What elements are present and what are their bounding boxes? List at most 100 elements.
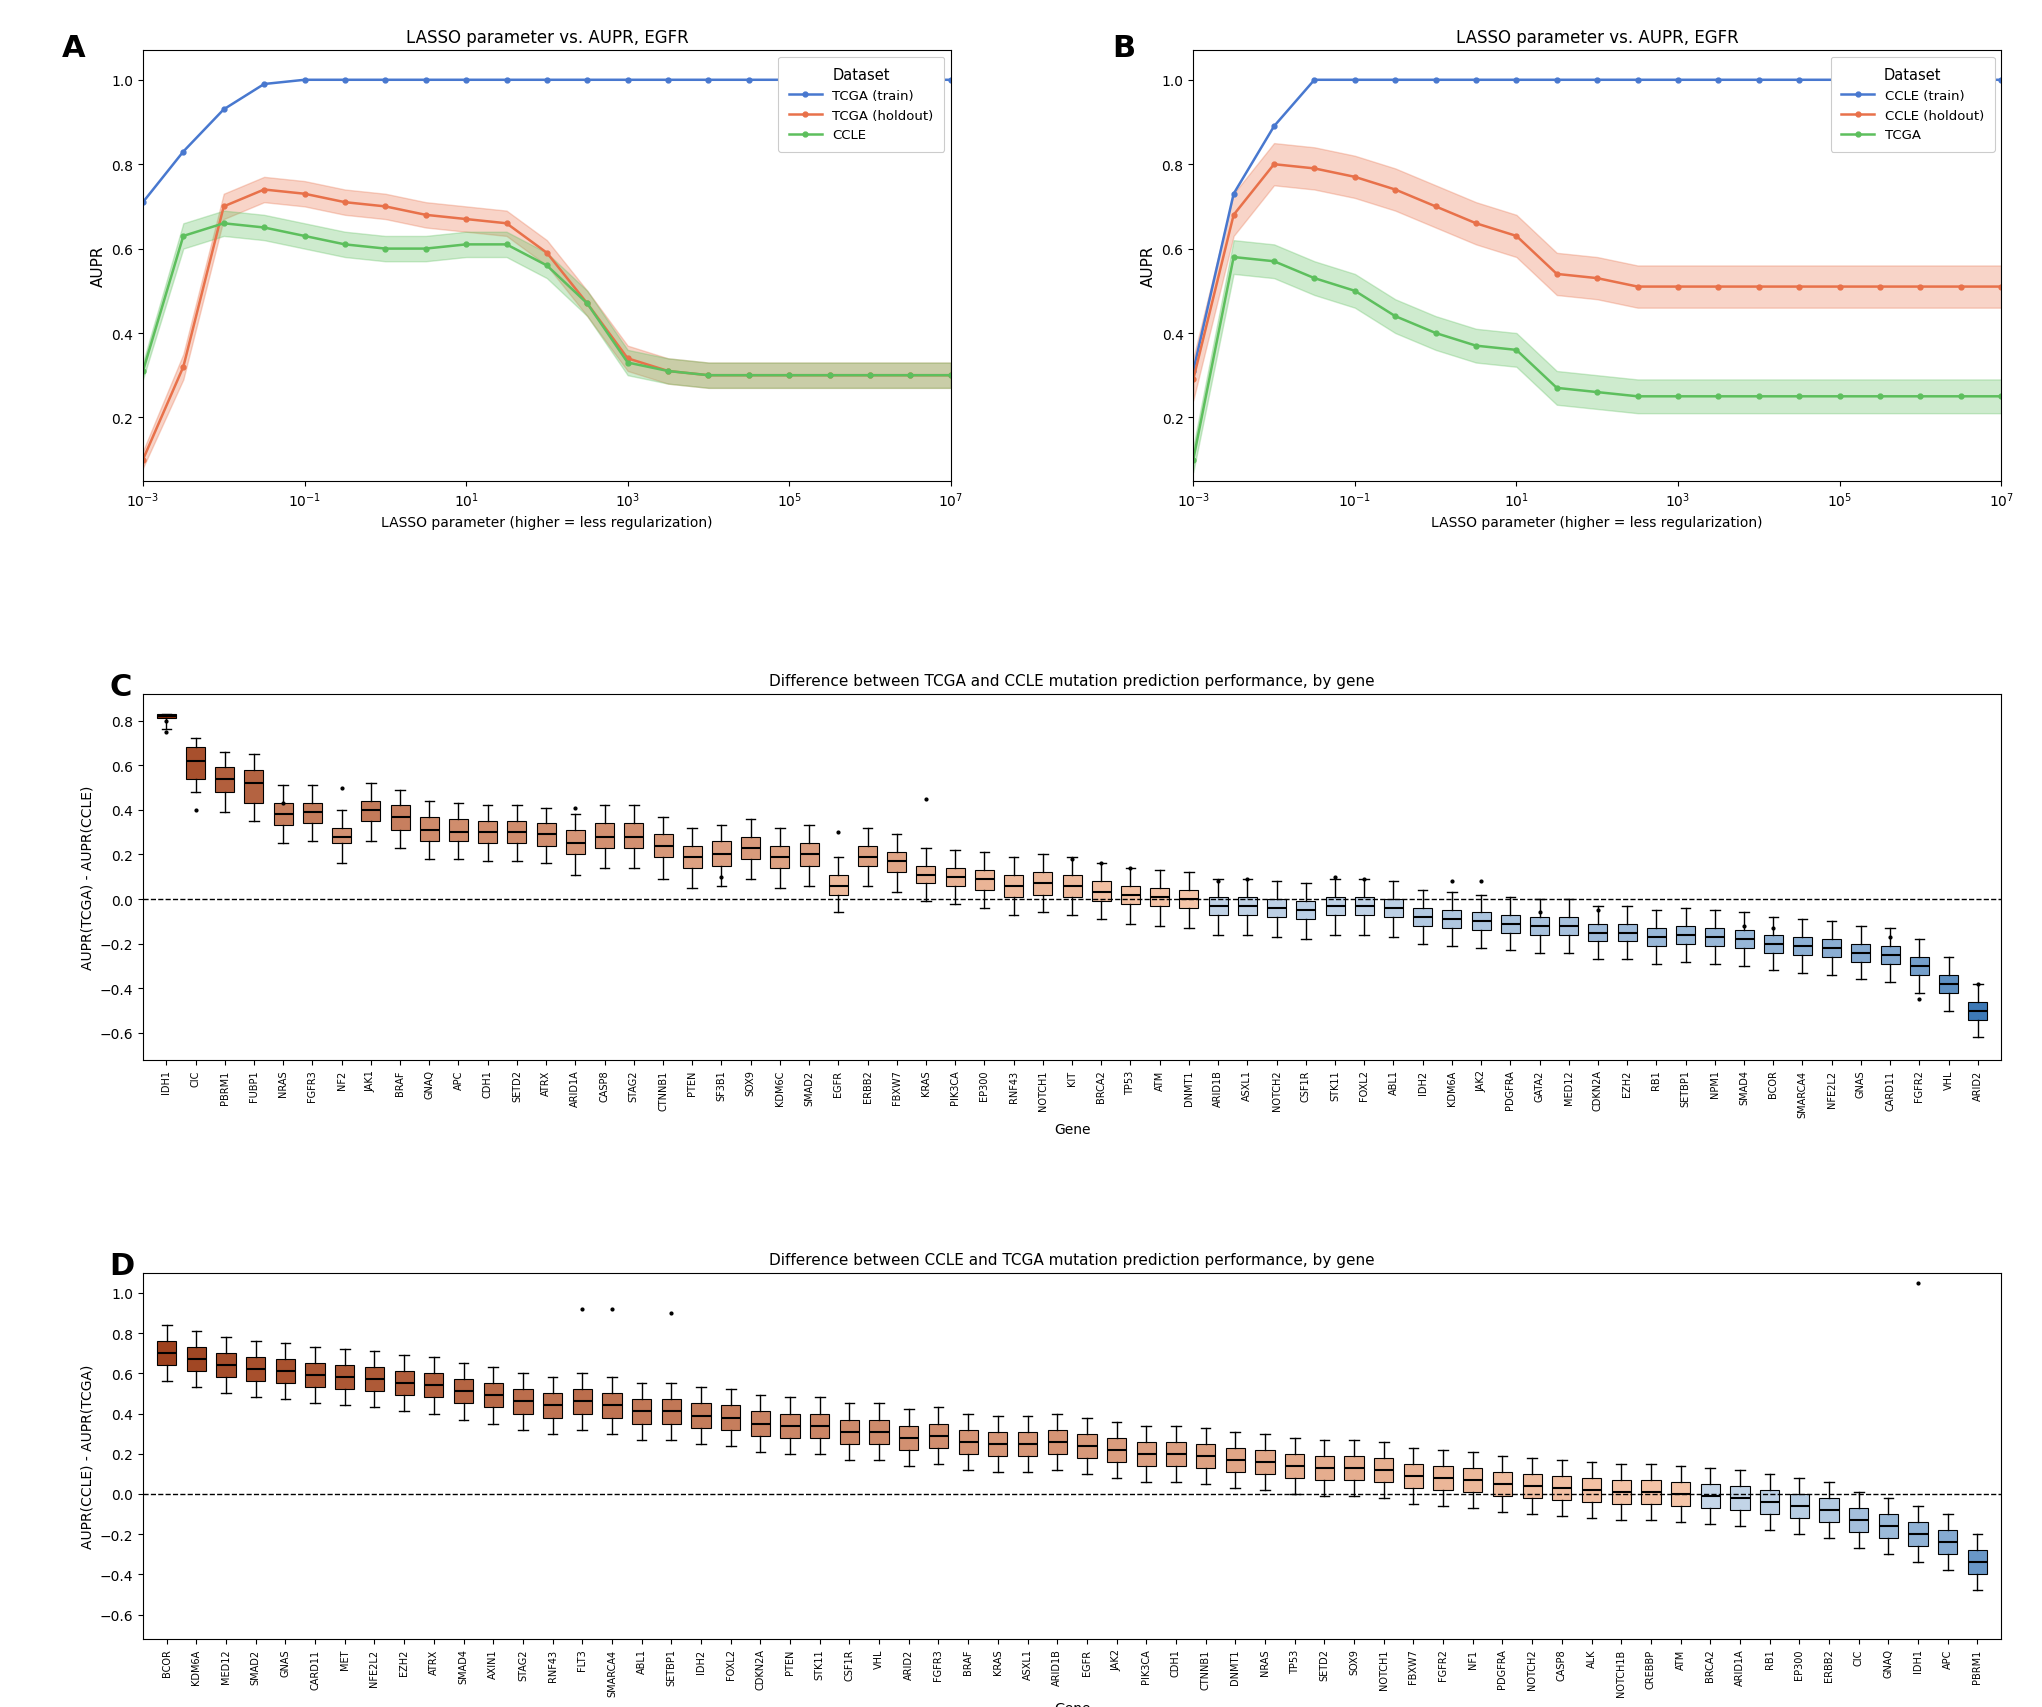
CCLE (holdout): [1868, 277, 1893, 297]
TCGA (train): [817, 70, 841, 90]
PathPatch shape: [216, 1354, 235, 1378]
PathPatch shape: [1374, 1458, 1393, 1482]
PathPatch shape: [1852, 944, 1870, 963]
PathPatch shape: [1938, 1529, 1958, 1555]
CCLE (holdout): [1989, 277, 2013, 297]
CCLE: [939, 365, 964, 386]
PathPatch shape: [1642, 1480, 1660, 1504]
TCGA: [1423, 324, 1448, 345]
PathPatch shape: [1433, 1466, 1452, 1490]
CCLE: [576, 294, 600, 314]
TCGA: [1746, 387, 1770, 408]
PathPatch shape: [829, 876, 847, 894]
CCLE (holdout): [1666, 277, 1691, 297]
CCLE (holdout): [1505, 227, 1529, 248]
TCGA (holdout): [374, 196, 398, 217]
PathPatch shape: [1284, 1454, 1305, 1478]
Line: TCGA (train): TCGA (train): [141, 79, 954, 205]
PathPatch shape: [302, 804, 323, 824]
Text: D: D: [110, 1251, 135, 1280]
PathPatch shape: [1344, 1456, 1364, 1480]
PathPatch shape: [1705, 929, 1723, 946]
PathPatch shape: [1256, 1449, 1274, 1473]
PathPatch shape: [1354, 898, 1374, 915]
CCLE (train): [1505, 70, 1529, 90]
PathPatch shape: [929, 1424, 947, 1448]
TCGA (holdout): [292, 184, 317, 205]
TCGA (train): [576, 70, 600, 90]
PathPatch shape: [1940, 975, 1958, 993]
X-axis label: LASSO parameter (higher = less regularization): LASSO parameter (higher = less regulariz…: [382, 516, 713, 529]
TCGA (holdout): [412, 205, 437, 225]
PathPatch shape: [276, 1359, 296, 1384]
CCLE (train): [1907, 70, 1932, 90]
CCLE: [858, 365, 882, 386]
PathPatch shape: [1048, 1430, 1066, 1454]
PathPatch shape: [543, 1393, 562, 1419]
PathPatch shape: [631, 1400, 651, 1424]
PathPatch shape: [602, 1393, 621, 1419]
PathPatch shape: [1107, 1437, 1127, 1461]
CCLE: [494, 236, 519, 256]
PathPatch shape: [1413, 908, 1431, 927]
TCGA: [1221, 248, 1246, 268]
PathPatch shape: [721, 1405, 741, 1430]
TCGA (train): [898, 70, 923, 90]
CCLE (train): [1787, 70, 1811, 90]
TCGA (holdout): [696, 365, 721, 386]
TCGA (train): [778, 70, 803, 90]
PathPatch shape: [1092, 883, 1111, 901]
PathPatch shape: [245, 770, 263, 804]
CCLE (train): [1262, 116, 1286, 137]
PathPatch shape: [1180, 891, 1199, 908]
PathPatch shape: [1617, 923, 1638, 942]
TCGA: [1262, 253, 1286, 273]
CCLE (holdout): [1423, 196, 1448, 217]
PathPatch shape: [1819, 1499, 1838, 1523]
PathPatch shape: [958, 1430, 978, 1454]
TCGA: [1382, 307, 1407, 328]
PathPatch shape: [870, 1420, 888, 1444]
CCLE (train): [1746, 70, 1770, 90]
PathPatch shape: [1909, 958, 1930, 975]
TCGA: [1464, 336, 1489, 357]
CCLE (train): [1948, 70, 1973, 90]
TCGA (holdout): [939, 365, 964, 386]
TCGA (train): [696, 70, 721, 90]
PathPatch shape: [945, 869, 964, 886]
TCGA (train): [131, 193, 155, 213]
TCGA (train): [615, 70, 639, 90]
TCGA (holdout): [453, 210, 478, 230]
PathPatch shape: [449, 819, 468, 842]
PathPatch shape: [157, 1342, 176, 1366]
PathPatch shape: [1493, 1471, 1513, 1495]
PathPatch shape: [770, 847, 790, 869]
PathPatch shape: [1764, 935, 1783, 953]
TCGA (holdout): [131, 451, 155, 471]
Legend: CCLE (train), CCLE (holdout), TCGA: CCLE (train), CCLE (holdout), TCGA: [1832, 58, 1995, 152]
PathPatch shape: [1197, 1444, 1215, 1468]
PathPatch shape: [453, 1379, 474, 1403]
PathPatch shape: [1501, 915, 1519, 934]
TCGA (holdout): [858, 365, 882, 386]
PathPatch shape: [1879, 1514, 1897, 1538]
CCLE: [655, 362, 680, 382]
CCLE: [251, 218, 276, 239]
TCGA (holdout): [172, 357, 196, 377]
PathPatch shape: [1701, 1483, 1719, 1507]
PathPatch shape: [1583, 1478, 1601, 1502]
TCGA: [1707, 387, 1732, 408]
Y-axis label: AUPR(CCLE) - AUPR(TCGA): AUPR(CCLE) - AUPR(TCGA): [80, 1364, 94, 1548]
CCLE (holdout): [1544, 265, 1568, 285]
PathPatch shape: [1676, 927, 1695, 944]
Y-axis label: AUPR: AUPR: [1141, 246, 1156, 287]
CCLE (train): [1464, 70, 1489, 90]
PathPatch shape: [917, 865, 935, 884]
CCLE: [172, 227, 196, 248]
CCLE (holdout): [1907, 277, 1932, 297]
PathPatch shape: [1325, 898, 1344, 915]
PathPatch shape: [1005, 876, 1023, 898]
CCLE (train): [1221, 184, 1246, 205]
PathPatch shape: [1968, 1002, 1987, 1021]
PathPatch shape: [1793, 937, 1811, 956]
